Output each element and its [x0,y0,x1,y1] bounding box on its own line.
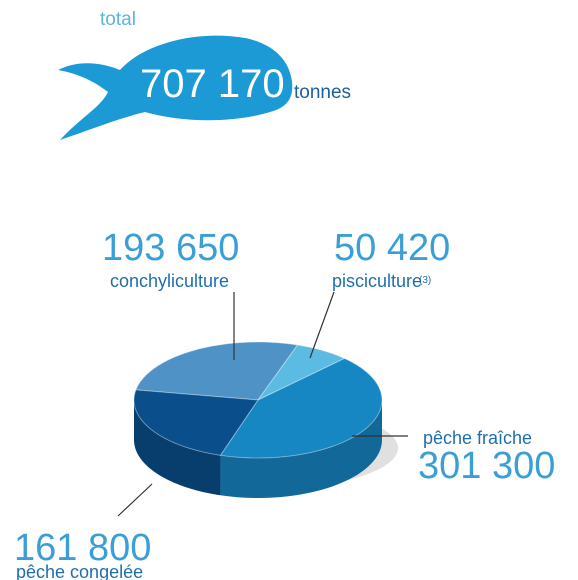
total-caption: total [100,9,136,30]
category-label: pêche congelée [16,562,143,580]
pie [133,341,398,498]
value-label: 193 650 [102,227,239,269]
leader-line [309,291,335,359]
value-label: 161 800 [14,527,151,569]
leader-line [117,483,153,517]
footnote-mark: (3) [419,275,431,286]
pie-slice [219,357,383,459]
pie-slice [135,341,299,401]
category-label: pêche fraîche [423,428,532,448]
category-label: pisciculture [332,271,422,291]
total-value: 707 170 [140,62,285,106]
value-label: 50 420 [334,227,450,269]
unit: tonnes [294,82,351,103]
fish [58,35,293,140]
pie-slice [257,344,346,401]
pie-slice [133,389,259,456]
fish-shape [58,35,293,140]
pie-side [134,400,221,496]
pie-side [220,400,382,498]
category-label: conchyliculture [110,271,229,291]
value-label: 301 300 [418,445,555,487]
